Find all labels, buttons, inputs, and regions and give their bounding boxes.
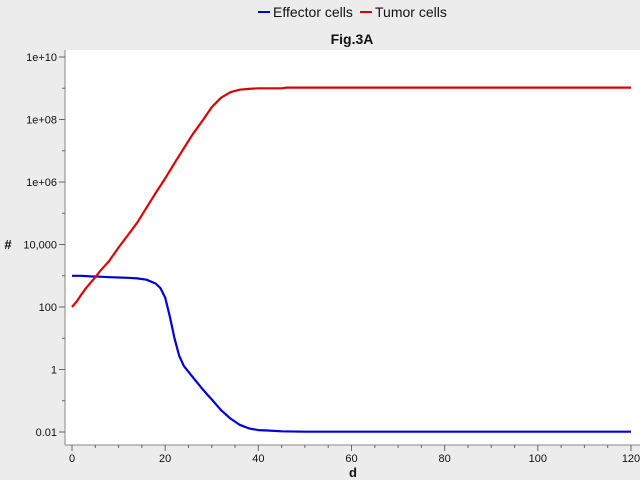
chart-title: Fig.3A xyxy=(331,31,374,47)
x-tick-label: 60 xyxy=(345,453,357,465)
y-tick-label: 0.01 xyxy=(36,427,57,439)
x-tick-label: 120 xyxy=(622,453,640,465)
x-tick-label: 80 xyxy=(439,453,451,465)
legend: Effector cells Tumor cells xyxy=(258,4,447,20)
x-tick-label: 100 xyxy=(529,453,547,465)
y-tick-label: 1e+10 xyxy=(26,52,57,64)
y-tick-label: 10,000 xyxy=(23,240,57,252)
legend-label-effector: Effector cells xyxy=(273,4,353,20)
x-tick-label: 40 xyxy=(252,453,264,465)
x-axis-title: d xyxy=(349,465,357,480)
y-tick-label: 1e+06 xyxy=(26,177,57,189)
y-tick-label: 100 xyxy=(39,302,57,314)
plot-area xyxy=(65,50,640,445)
x-tick-label: 20 xyxy=(159,453,171,465)
legend-label-tumor: Tumor cells xyxy=(375,4,447,20)
legend-item-effector[interactable]: Effector cells xyxy=(258,4,353,20)
series-line-tumor xyxy=(71,86,631,308)
legend-item-tumor[interactable]: Tumor cells xyxy=(360,4,447,20)
x-tick-label: 0 xyxy=(69,453,75,465)
y-axis-title: # xyxy=(4,237,12,252)
y-tick-label: 1 xyxy=(51,365,57,377)
series-line-effector xyxy=(72,274,631,433)
series-layer xyxy=(71,86,631,433)
y-tick-label: 1e+08 xyxy=(26,115,57,127)
y-axis: 0.01 1 100 10,000 1e+06 1e+08 1e+10 xyxy=(23,50,66,445)
x-axis: 0 20 40 60 80 100 120 xyxy=(65,444,640,465)
